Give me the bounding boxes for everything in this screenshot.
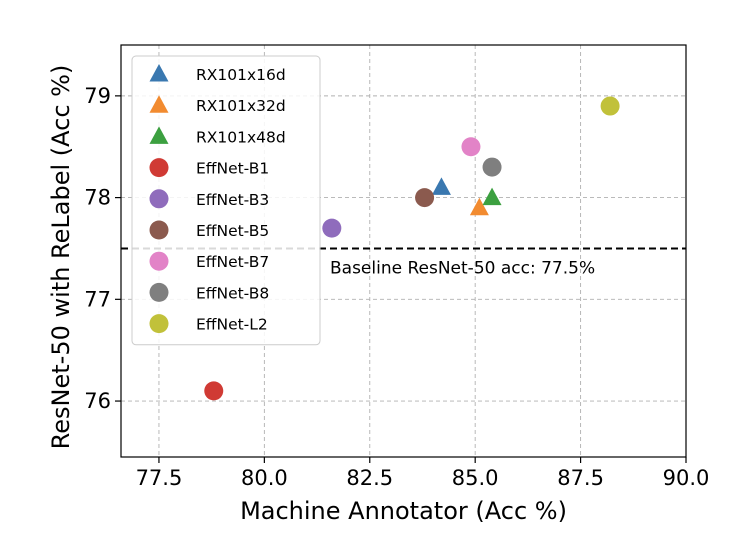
legend: RX101x16d RX101x32d RX101x48d EffNet-B1 EffN… bbox=[131, 55, 321, 346]
legend-label: EffNet-B3 bbox=[196, 191, 269, 209]
point-effnet-b7 bbox=[461, 137, 481, 157]
y-tick-label: 79 bbox=[84, 84, 111, 108]
x-tick-label: 90.0 bbox=[663, 466, 710, 490]
legend-label: EffNet-B5 bbox=[196, 222, 269, 240]
legend-marker-rx101x32d bbox=[149, 95, 169, 113]
legend-marker-rx101x48d bbox=[149, 126, 169, 144]
point-effnet-b8 bbox=[482, 157, 502, 177]
legend-marker-effnet-b3 bbox=[149, 189, 169, 209]
legend-marker-effnet-b1 bbox=[149, 158, 169, 178]
legend-label: EffNet-B8 bbox=[196, 284, 269, 302]
point-rx101x16d bbox=[431, 177, 451, 195]
x-axis-label: Machine Annotator (Acc %) bbox=[240, 497, 567, 525]
x-tick-label: 87.5 bbox=[557, 466, 604, 490]
legend-box bbox=[131, 55, 321, 346]
legend-label: RX101x16d bbox=[196, 66, 286, 84]
legend-marker-rx101x16d bbox=[149, 64, 169, 82]
y-tick-label: 78 bbox=[84, 186, 111, 210]
legend-marker-effnet-b7 bbox=[149, 251, 169, 271]
point-effnet-b3 bbox=[322, 218, 342, 238]
legend-label: EffNet-L2 bbox=[196, 316, 268, 334]
x-axis-ticks: 77.5 80.0 82.5 85.0 87.5 90.0 bbox=[136, 457, 710, 490]
legend-marker-effnet-b5 bbox=[149, 220, 169, 240]
x-tick-label: 80.0 bbox=[241, 466, 288, 490]
y-tick-label: 76 bbox=[84, 389, 111, 413]
y-tick-label: 77 bbox=[84, 287, 111, 311]
y-axis-ticks: 76 77 78 79 bbox=[84, 84, 121, 413]
x-tick-label: 85.0 bbox=[452, 466, 499, 490]
data-points bbox=[204, 96, 620, 401]
point-rx101x48d bbox=[482, 187, 502, 206]
point-effnet-b1 bbox=[204, 381, 224, 401]
legend-label: RX101x32d bbox=[196, 97, 286, 115]
baseline-annotation: Baseline ResNet-50 acc: 77.5% bbox=[330, 258, 595, 278]
legend-label: EffNet-B7 bbox=[196, 253, 269, 271]
legend-marker-effnet-b8 bbox=[149, 282, 169, 302]
y-axis-label: ResNet-50 with ReLabel (Acc %) bbox=[47, 65, 75, 450]
point-effnet-l2 bbox=[600, 96, 620, 116]
x-tick-label: 82.5 bbox=[346, 466, 393, 490]
plot-area-frame bbox=[120, 44, 687, 458]
point-rx101x32d bbox=[469, 197, 489, 216]
legend-label: RX101x48d bbox=[196, 128, 286, 146]
legend-marker-effnet-l2 bbox=[149, 314, 169, 334]
point-effnet-b5 bbox=[415, 188, 435, 208]
legend-label: EffNet-B1 bbox=[196, 160, 269, 178]
x-tick-label: 77.5 bbox=[136, 466, 183, 490]
